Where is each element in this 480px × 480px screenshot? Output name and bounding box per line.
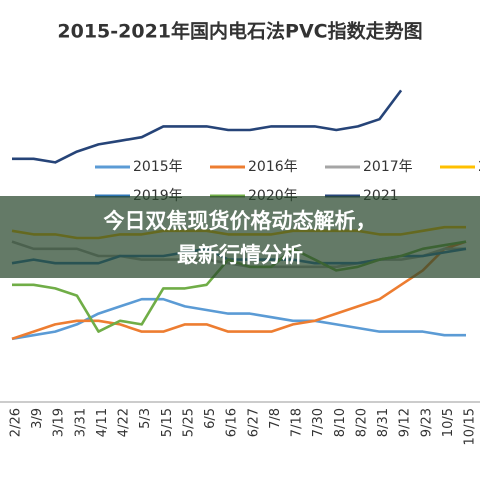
x-tick-label: 5/25 [181,408,196,437]
x-tick-label: 9/12 [398,408,413,437]
x-tick-label: 6/16 [225,408,240,437]
x-tick-label: 9/23 [419,408,434,437]
x-tick-label: 2/26 [9,408,24,437]
x-tick-label: 5/3 [138,408,153,429]
legend-label: 2017年 [363,159,413,175]
headline-line: 今日双焦现货价格动态解析， [104,209,377,233]
x-tick-label: 6/27 [246,408,261,437]
headline-banner [0,196,480,278]
x-tick-label: 7/8 [268,408,283,429]
x-tick-label: 8/10 [333,408,348,437]
x-tick-label: 6/5 [203,408,218,429]
x-tick-label: 3/31 [73,408,88,437]
headline-line: 最新行情分析 [177,243,303,267]
legend-label: 2015年 [133,159,183,175]
x-tick-label: 4/11 [95,408,110,437]
series-line [11,297,466,341]
x-tick-label: 3/9 [30,408,45,429]
legend-label: 2016年 [248,159,298,175]
x-tick-label: 10/5 [441,408,456,437]
chart-title: 2015-2021年国内电石法PVC指数走势图 [57,20,422,43]
legend-label: 2 [478,159,480,175]
x-tick-label: 4/22 [117,408,132,437]
series-line [11,240,467,341]
x-tick-label: 7/30 [311,408,326,437]
x-tick-label: 3/19 [52,408,67,437]
x-tick-label: 7/18 [290,408,305,437]
x-tick-label: 10/15 [463,408,478,445]
x-axis-labels: 2/26 3/9 3/19 3/31 4/11 4/22 5/3 5/15 5/25 6/5 6/1… [9,408,478,445]
x-tick-label: 5/15 [160,408,175,437]
x-tick-label: 8/20 [354,408,369,437]
x-tick-label: 8/31 [376,408,391,437]
series-line [12,89,403,164]
